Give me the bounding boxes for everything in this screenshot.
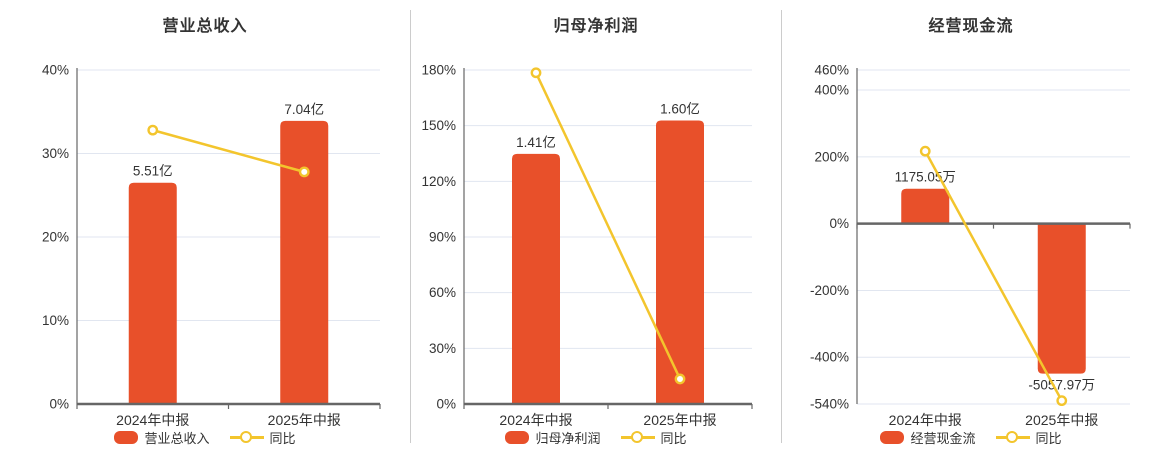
bar <box>280 120 329 404</box>
y-axis-tick-label: 0% <box>829 216 849 231</box>
legend-item-line[interactable]: 同比 <box>229 428 296 447</box>
bar <box>901 188 950 224</box>
bar-series-label: 营业总收入 <box>144 430 210 446</box>
bar-value-label: -5057.97万 <box>1028 378 1095 393</box>
legend-item-bar[interactable]: 归母净利润 <box>505 428 601 447</box>
x-axis-category-label: 2024年中报 <box>889 412 962 428</box>
legend: 营业总收入 同比 <box>0 428 410 447</box>
panel-divider <box>410 10 411 443</box>
bar-series-swatch-icon <box>114 430 139 444</box>
bar-series-label: 经营现金流 <box>910 430 976 446</box>
y-axis-tick-label: 400% <box>814 83 849 98</box>
x-axis-category-label: 2025年中报 <box>1025 412 1098 428</box>
bar <box>512 153 560 404</box>
y-axis-tick-label: 30% <box>429 341 456 356</box>
y-axis-tick-label: 180% <box>421 63 456 78</box>
legend-item-line[interactable]: 同比 <box>620 428 687 447</box>
y-axis-tick-label: -200% <box>810 283 849 298</box>
panel-net-profit: 归母净利润 归母净利润 同比 <box>411 0 781 450</box>
bar-series-swatch-icon <box>505 430 530 444</box>
y-axis-tick-label: 30% <box>42 146 69 161</box>
yoy-line-point <box>1056 395 1068 407</box>
bar-value-label: 1.41亿 <box>516 135 556 150</box>
yoy-line-point <box>919 145 931 157</box>
y-axis-tick-label: -400% <box>810 350 849 365</box>
yoy-line-point <box>530 67 542 79</box>
bar-series-swatch-icon <box>880 430 905 444</box>
x-axis-category-label: 2025年中报 <box>268 412 341 428</box>
y-axis-tick-label: 0% <box>436 397 456 412</box>
line-series-label: 同比 <box>1035 430 1062 446</box>
y-axis-tick-label: 460% <box>814 63 849 78</box>
yoy-line <box>924 150 1063 402</box>
x-axis-category-label: 2024年中报 <box>499 412 572 428</box>
chart-title: 营业总收入 <box>162 18 248 35</box>
line-series-label: 同比 <box>269 430 296 446</box>
bar-value-label: 7.04亿 <box>284 102 324 117</box>
yoy-line <box>152 128 305 174</box>
y-axis-tick-label: 10% <box>42 313 69 328</box>
line-series-marker-icon <box>995 430 1030 444</box>
bar-value-label: 5.51亿 <box>133 164 173 179</box>
legend-item-bar[interactable]: 营业总收入 <box>114 428 210 447</box>
y-axis-tick-label: 20% <box>42 230 69 245</box>
bar <box>128 182 177 404</box>
line-series-marker-icon <box>229 430 264 444</box>
bar-series-label: 归母净利润 <box>535 430 601 446</box>
panel-divider <box>781 10 782 443</box>
legend: 归母净利润 同比 <box>411 428 781 447</box>
y-axis-tick-label: 120% <box>421 174 456 189</box>
yoy-line-point <box>674 373 686 385</box>
bar <box>1037 223 1086 374</box>
legend-item-bar[interactable]: 经营现金流 <box>880 428 976 447</box>
x-axis-category-label: 2024年中报 <box>116 412 189 428</box>
y-axis-tick-label: 90% <box>429 230 456 245</box>
y-axis-tick-label: 40% <box>42 63 69 78</box>
line-series-marker-icon <box>620 430 655 444</box>
panel-revenue: 营业总收入 营业总收入 同比 <box>0 0 410 450</box>
x-axis-category-label: 2025年中报 <box>643 412 716 428</box>
chart-title: 归母净利润 <box>553 18 639 35</box>
y-axis-tick-label: 60% <box>429 285 456 300</box>
chart-title: 经营现金流 <box>928 18 1014 35</box>
y-axis-tick-label: -540% <box>810 397 849 412</box>
bar-value-label: 1.60亿 <box>660 101 700 116</box>
y-axis-tick-label: 0% <box>49 397 69 412</box>
panel-cash-flow: 经营现金流 经营现金流 同比 <box>782 0 1160 450</box>
yoy-line-point <box>298 166 310 178</box>
yoy-line-point <box>147 124 159 136</box>
legend: 经营现金流 同比 <box>782 428 1160 447</box>
line-series-label: 同比 <box>660 430 687 446</box>
legend-item-line[interactable]: 同比 <box>995 428 1062 447</box>
bar <box>656 120 704 405</box>
y-axis-tick-label: 150% <box>421 118 456 133</box>
yoy-line <box>534 72 682 380</box>
y-axis-tick-label: 200% <box>814 149 849 164</box>
